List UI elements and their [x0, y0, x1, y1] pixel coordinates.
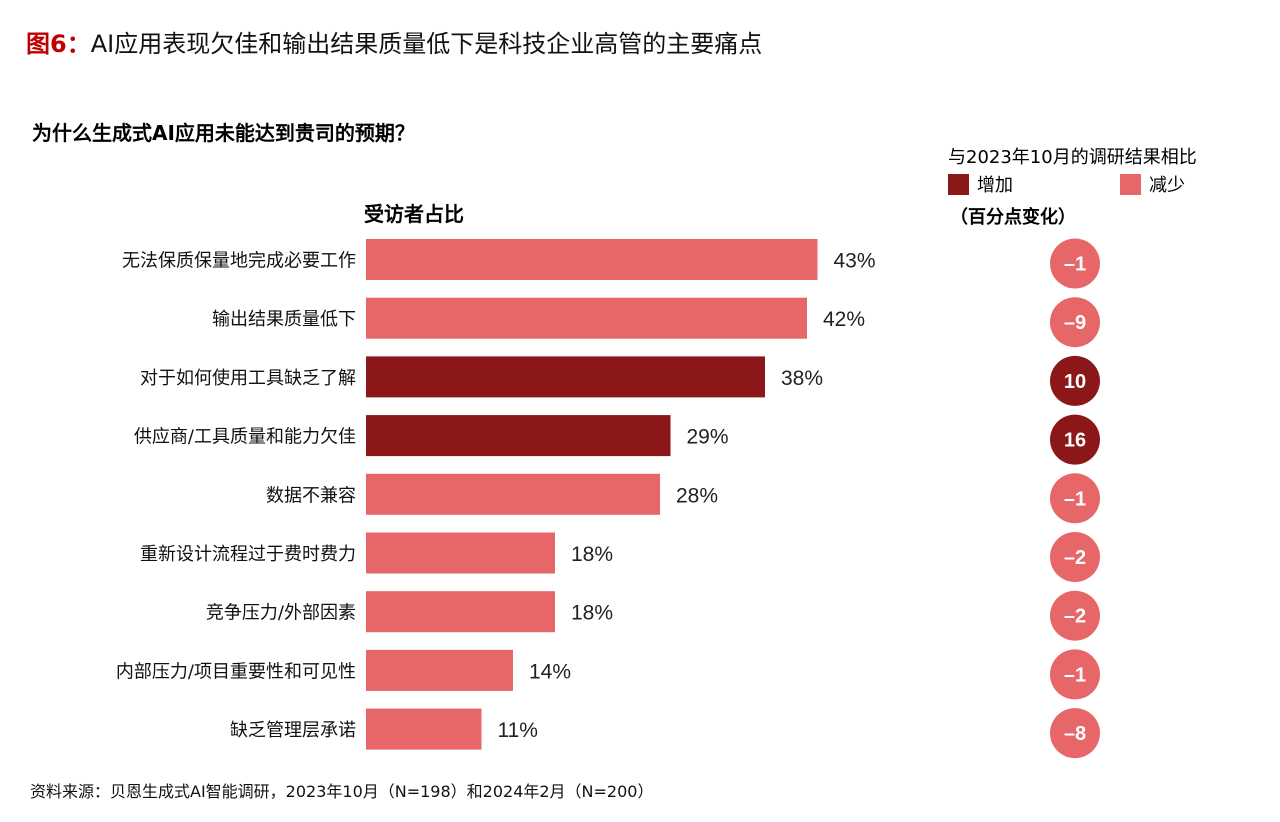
change-label: –1 — [1064, 488, 1086, 510]
value-label: 18% — [571, 602, 613, 625]
category-label: 缺乏管理层承诺 — [230, 720, 356, 741]
value-label: 29% — [687, 426, 729, 449]
comparison-title: 与2023年10月的调研结果相比 — [948, 147, 1197, 168]
legend-increase-label: 增加 — [977, 175, 1013, 196]
change-label: –2 — [1064, 606, 1086, 628]
source-note: 资料来源：贝恩生成式AI智能调研，2023年10月（N=198）和2024年2月… — [30, 782, 654, 801]
category-label: 无法保质保量地完成必要工作 — [122, 251, 356, 272]
bar — [366, 591, 555, 633]
category-label: 对于如何使用工具缺乏了解 — [140, 368, 356, 389]
category-label: 内部压力/项目重要性和可见性 — [116, 661, 356, 682]
bar — [366, 356, 765, 398]
bar — [366, 239, 818, 280]
change-circle — [1050, 238, 1100, 289]
change-label: –1 — [1064, 664, 1086, 686]
change-unit-label: （百分点变化） — [950, 207, 1076, 228]
category-label: 竞争压力/外部因素 — [206, 603, 356, 624]
change-label: 16 — [1064, 430, 1086, 452]
change-label: 10 — [1064, 371, 1086, 393]
change-circle — [1050, 532, 1100, 582]
value-label: 28% — [676, 484, 718, 507]
value-header: 受访者占比 — [364, 202, 464, 226]
chart-question: 为什么生成式AI应用未能达到贵司的预期？ — [32, 121, 415, 145]
bar — [366, 473, 660, 515]
legend-decrease-swatch — [1120, 173, 1141, 195]
legend-increase-swatch — [948, 173, 969, 195]
figure-title-text: AI应用表现欠佳和输出结果质量低下是科技企业高管的主要痛点 — [90, 30, 763, 58]
legend-decrease-label: 减少 — [1149, 175, 1185, 196]
category-label: 重新设计流程过于费时费力 — [140, 544, 356, 565]
change-label: –2 — [1064, 547, 1086, 569]
bar — [366, 708, 482, 750]
value-label: 43% — [834, 250, 876, 273]
change-circle — [1050, 297, 1100, 348]
change-circle — [1050, 708, 1100, 759]
legend-increase: 增加 — [948, 171, 1013, 197]
bar — [366, 297, 807, 339]
value-label: 18% — [571, 543, 613, 566]
value-label: 11% — [498, 719, 538, 742]
change-label: –8 — [1064, 723, 1086, 745]
figure-title: 图6：AI应用表现欠佳和输出结果质量低下是科技企业高管的主要痛点 — [26, 24, 762, 59]
figure-label: 图6： — [26, 30, 91, 58]
value-label: 42% — [823, 308, 865, 331]
category-label: 输出结果质量低下 — [212, 309, 356, 330]
change-label: –1 — [1064, 254, 1086, 276]
category-label: 数据不兼容 — [266, 485, 356, 506]
change-circle — [1050, 473, 1100, 524]
bar — [366, 532, 555, 574]
change-circle — [1050, 649, 1100, 700]
change-label: –9 — [1064, 312, 1086, 334]
bar — [366, 415, 671, 457]
category-label: 供应商/工具质量和能力欠佳 — [134, 427, 356, 448]
change-circle — [1050, 355, 1100, 406]
value-label: 14% — [529, 660, 571, 683]
value-label: 38% — [781, 367, 823, 390]
bar — [366, 649, 513, 691]
legend-decrease: 减少 — [1120, 171, 1185, 197]
change-circle — [1050, 414, 1100, 465]
change-circle — [1050, 590, 1100, 641]
